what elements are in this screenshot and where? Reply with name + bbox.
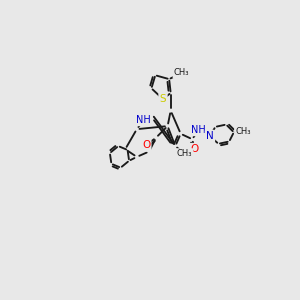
Text: O: O [190,144,199,154]
Text: S: S [160,94,166,104]
Text: NH: NH [136,115,151,125]
Text: CH₃: CH₃ [235,127,251,136]
Text: NH: NH [191,125,206,135]
Text: O: O [142,140,150,150]
Text: CH₃: CH₃ [177,149,192,158]
Text: CH₃: CH₃ [174,68,189,77]
Text: N: N [206,131,214,141]
